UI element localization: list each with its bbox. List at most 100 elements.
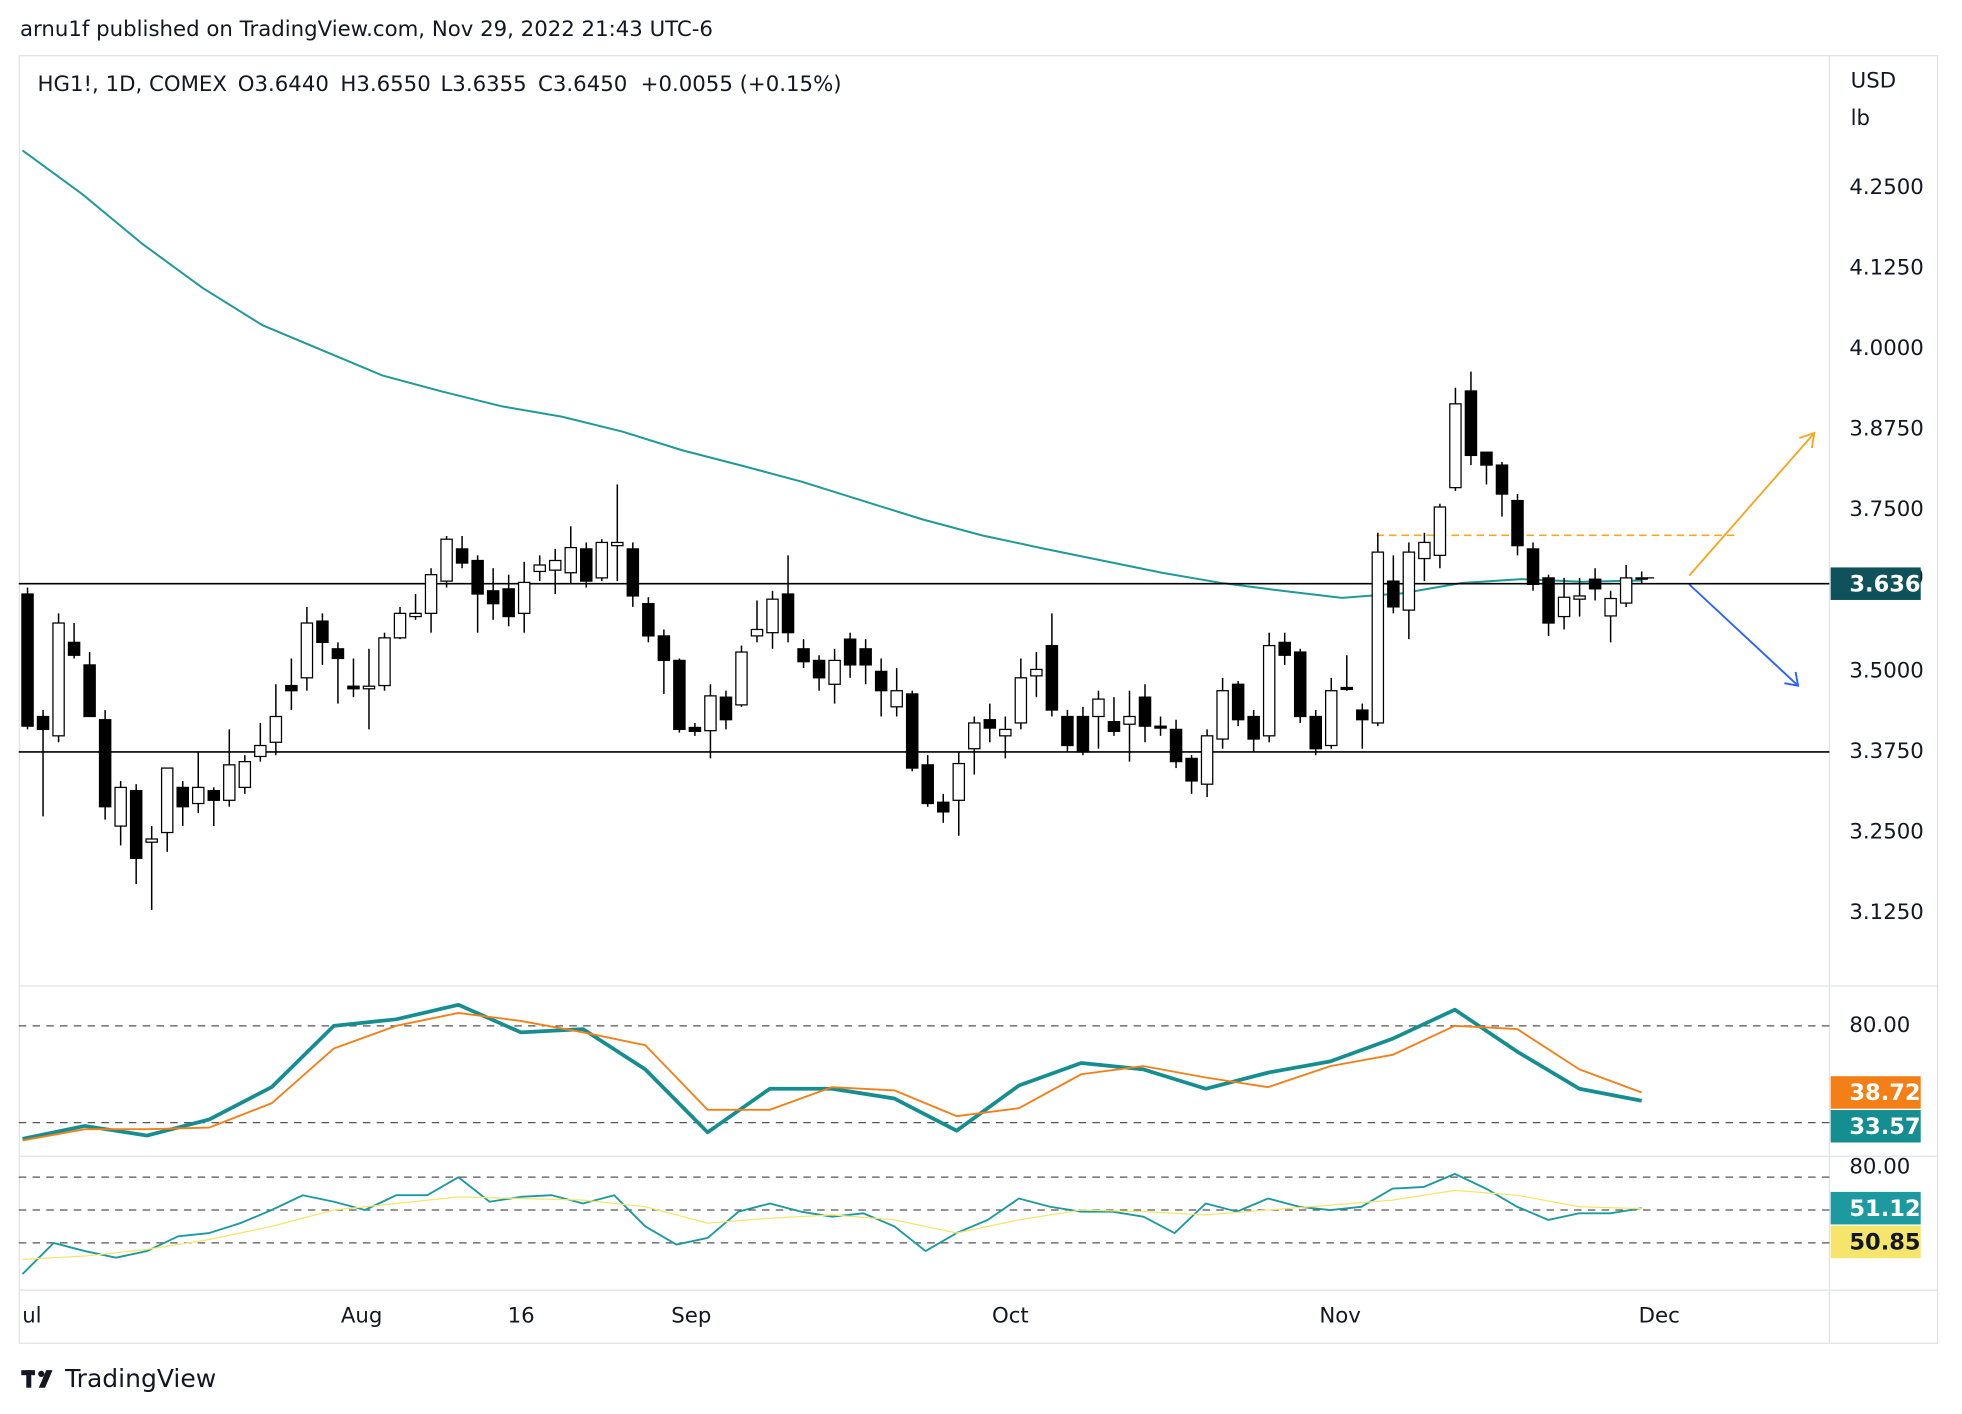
y-tick-label: 3.1250 — [1849, 900, 1923, 925]
quantity-unit: lb — [1851, 106, 1870, 131]
candle-body — [859, 648, 872, 666]
candle-body — [1340, 686, 1354, 691]
y-tick-label: 4.1250 — [1849, 255, 1923, 280]
x-tick-label: Oct — [992, 1303, 1029, 1328]
candle-body — [1588, 578, 1602, 590]
candle-body — [21, 593, 34, 727]
currency-unit: USD — [1851, 68, 1896, 93]
value-badge — [1830, 567, 1921, 600]
x-tick-label: ul — [22, 1303, 41, 1328]
candle-body — [1604, 597, 1617, 617]
badge-label: 50.85 — [1849, 1230, 1920, 1256]
candle-body — [98, 719, 112, 808]
legend-open: O3.6440 — [238, 72, 329, 97]
candle-body — [704, 695, 717, 732]
badge-label: 3.6360 — [1849, 571, 1936, 597]
candle-body — [254, 744, 267, 758]
candle-body — [1402, 551, 1416, 611]
legend-high: H3.6550 — [340, 72, 430, 97]
publish-header: arnu1f published on TradingView.com, Nov… — [20, 17, 713, 42]
candle-body — [580, 548, 593, 582]
candle-body — [1309, 715, 1322, 750]
candle-body — [424, 574, 438, 614]
blue-arrow — [1688, 583, 1800, 687]
candle-body — [1216, 690, 1229, 740]
y-tick-label: 4.0000 — [1849, 336, 1923, 361]
orange-arrow — [1688, 431, 1816, 577]
candle-body — [1480, 451, 1493, 466]
y-tick-label: 3.5000 — [1849, 658, 1923, 683]
candle-body — [564, 546, 578, 574]
candle-body — [1138, 696, 1152, 727]
value-badge — [1830, 1109, 1921, 1143]
candle-body — [766, 598, 779, 634]
candle-body — [874, 670, 888, 692]
candle-body — [905, 693, 919, 769]
candle-body — [719, 696, 733, 721]
candle-body — [409, 612, 422, 618]
candle-body — [1511, 499, 1524, 547]
value-badge — [1830, 1225, 1921, 1259]
candle-body — [1030, 668, 1043, 677]
candle-body — [1278, 641, 1291, 656]
candle-body — [1619, 577, 1633, 604]
symbol-title: HG1!, 1D, COMEX — [38, 72, 227, 97]
candle-body — [160, 767, 174, 834]
candle-body — [673, 659, 686, 731]
candle-body — [316, 620, 329, 643]
indicator-line — [22, 1011, 1643, 1142]
candle-body — [238, 760, 252, 789]
candle-body — [936, 801, 950, 813]
candle-body — [1371, 551, 1385, 724]
x-tick-label: Aug — [341, 1303, 383, 1328]
candle-body — [1325, 690, 1338, 747]
legend-change: +0.0055 (+0.15%) — [641, 72, 842, 97]
candle-body — [1449, 403, 1462, 489]
candle-body — [129, 790, 143, 859]
candle-body — [83, 664, 96, 718]
candle-body — [486, 590, 500, 605]
candle-body — [921, 764, 934, 805]
y-tick-label: 3.8750 — [1849, 417, 1923, 442]
candle-body — [347, 685, 360, 690]
candle-body — [1573, 595, 1586, 600]
candle-body — [595, 541, 609, 579]
y-tick-label: 3.3750 — [1849, 739, 1923, 764]
candle-body — [781, 593, 795, 634]
candle-body — [1635, 577, 1648, 580]
indicator-line — [21, 1172, 1642, 1275]
candle-body — [145, 838, 158, 843]
candle-body — [1092, 698, 1105, 718]
candle-body — [269, 715, 283, 743]
x-tick-label: Sep — [671, 1303, 711, 1328]
candle-body — [1045, 644, 1059, 711]
chart-frame — [18, 55, 1939, 1344]
candle-body — [223, 764, 236, 801]
badge-label: 38.72 — [1849, 1080, 1920, 1106]
brand-logo — [21, 1370, 53, 1388]
candle-body — [114, 786, 127, 827]
x-tick-label: 16 — [508, 1303, 535, 1328]
x-tick-label: Nov — [1319, 1303, 1361, 1328]
candle-body — [750, 628, 764, 637]
candle-body — [471, 559, 484, 595]
candle-body — [331, 648, 345, 660]
candle-body — [843, 638, 857, 666]
candle-body — [393, 612, 407, 639]
candle-body — [688, 726, 702, 732]
candle-body — [1076, 715, 1090, 753]
candle-body — [1231, 683, 1245, 721]
candle-body — [548, 559, 562, 571]
badge-label: 33.57 — [1849, 1114, 1920, 1140]
candle-body — [1061, 715, 1074, 747]
candle-body — [1526, 548, 1540, 585]
y-tick-label: 3.2500 — [1849, 820, 1923, 845]
candle-body — [1262, 644, 1276, 737]
candle-body — [952, 762, 966, 801]
y-tick-label: 3.7500 — [1849, 497, 1923, 522]
candle-body — [67, 641, 81, 656]
x-tick-label: Dec — [1639, 1303, 1680, 1328]
candle-body — [52, 622, 65, 737]
